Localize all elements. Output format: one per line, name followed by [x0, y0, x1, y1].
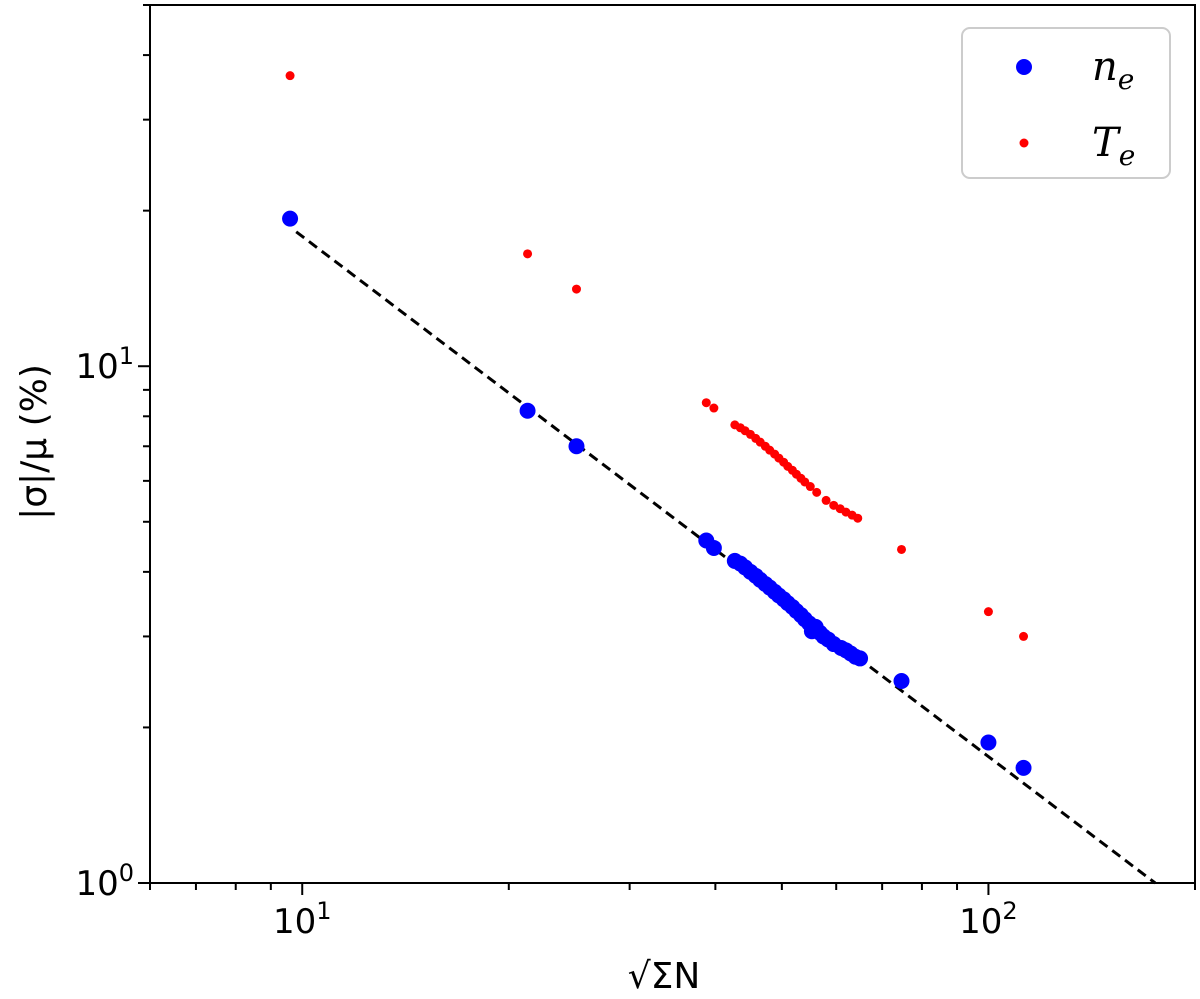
- data-point-n-e: [1015, 759, 1032, 776]
- data-point-t-e: [812, 487, 822, 497]
- data-point-n-e: [893, 672, 910, 689]
- data-point-n-e: [705, 539, 722, 556]
- data-point-t-e: [709, 403, 719, 413]
- y-axis-label: |σ|/μ (%): [14, 364, 55, 520]
- axis-ticks-layer: 101 102 100 101: [75, 4, 1196, 942]
- data-points-layer: [282, 71, 1032, 776]
- y-tick-label: 100: [75, 859, 134, 904]
- x-axis-label: √ΣN: [628, 956, 701, 997]
- legend-marker-t-e: [1019, 138, 1029, 148]
- reference-dashed-line: [295, 230, 1157, 885]
- legend: ne Te: [961, 27, 1171, 179]
- data-point-n-e: [980, 734, 997, 751]
- data-point-t-e: [897, 544, 907, 554]
- data-point-n-e: [519, 402, 536, 419]
- legend-marker-n-e: [1016, 59, 1032, 75]
- data-point-n-e: [852, 650, 869, 667]
- data-point-t-e: [983, 607, 993, 617]
- legend-box: [961, 27, 1171, 179]
- x-tick-label: 102: [959, 897, 1018, 942]
- data-point-t-e: [853, 513, 863, 523]
- y-tick-label: 101: [75, 342, 134, 387]
- x-tick-label: 101: [273, 897, 332, 942]
- legend-label-t-e: Te: [1092, 120, 1135, 172]
- data-point-t-e: [1019, 631, 1029, 641]
- plot-frame: [149, 4, 1196, 884]
- data-point-t-e: [701, 398, 711, 408]
- data-point-t-e: [571, 284, 581, 294]
- data-point-t-e: [821, 495, 831, 505]
- data-point-t-e: [285, 71, 295, 81]
- legend-label-n-e: ne: [1092, 44, 1134, 96]
- data-point-n-e: [568, 438, 585, 455]
- data-point-t-e: [805, 482, 815, 492]
- reference-line-layer: [295, 230, 1157, 885]
- plot-area: [149, 4, 1196, 884]
- data-point-n-e: [282, 210, 299, 227]
- data-point-t-e: [523, 249, 533, 259]
